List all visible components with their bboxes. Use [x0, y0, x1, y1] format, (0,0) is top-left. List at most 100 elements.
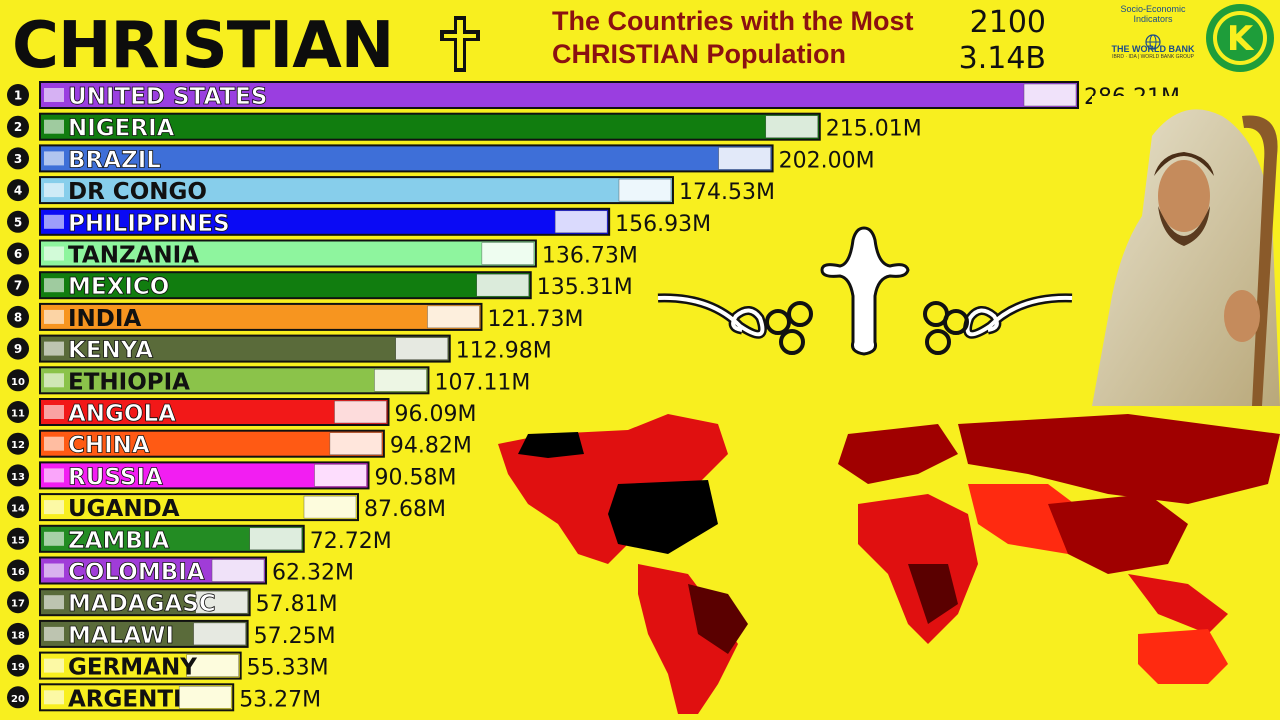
flag-icon — [195, 590, 248, 614]
country-mini-flag-icon — [44, 405, 64, 419]
value-label: 72.72M — [310, 529, 392, 554]
country-mini-flag-icon — [44, 531, 64, 546]
value-label: 55.33M — [247, 656, 329, 681]
rank-label: 12 — [11, 440, 25, 451]
country-mini-flag-icon — [44, 88, 64, 102]
total-population: 3.14B — [958, 41, 1046, 76]
value-label: 135.31M — [537, 275, 633, 300]
value-label: 87.68M — [364, 497, 446, 522]
jesus-portrait-image — [1092, 96, 1280, 406]
country-label: DR CONGO — [68, 179, 207, 205]
bar — [39, 398, 390, 426]
rank-badge — [7, 496, 29, 519]
value-label: 94.82M — [390, 434, 472, 459]
rank-badge — [7, 274, 29, 297]
bar — [39, 271, 532, 300]
value-label: 62.32M — [272, 561, 354, 586]
flag-icon — [314, 464, 367, 487]
globe-icon — [1145, 34, 1161, 50]
cross-icon — [440, 16, 480, 72]
country-mini-flag-icon — [44, 214, 64, 229]
rank-badge — [7, 622, 29, 645]
rank-label: 14 — [11, 504, 25, 515]
flag-icon — [554, 210, 608, 234]
bar — [39, 112, 821, 141]
country-label: UNITED STATES — [68, 84, 267, 110]
rank-label: 11 — [11, 409, 25, 420]
cross-ornament-icon — [657, 226, 1073, 356]
rank-label: 1 — [14, 89, 22, 103]
flag-icon — [374, 369, 427, 392]
channel-logo-letter: K — [1227, 19, 1255, 59]
country-mini-flag-icon — [44, 595, 64, 610]
value-label: 215.01M — [826, 117, 922, 142]
flag-icon — [329, 432, 383, 455]
rank-label: 8 — [14, 310, 22, 324]
value-label: 90.58M — [375, 465, 457, 490]
value-label: 156.93M — [615, 212, 711, 237]
bar — [39, 207, 611, 236]
rank-badge — [7, 305, 29, 328]
rank-badge — [7, 654, 29, 677]
value-label: 121.73M — [487, 307, 583, 332]
rank-badge — [7, 210, 29, 233]
country-label: CHINA — [68, 433, 150, 459]
rank-label: 6 — [14, 247, 22, 261]
subtitle-line-1: The Countries with the Most — [552, 6, 914, 36]
value-label: 96.09M — [394, 402, 476, 427]
country-label: ANGOLA — [68, 401, 176, 427]
flag-icon — [334, 400, 387, 424]
country-label: COLOMBIA — [68, 560, 205, 586]
flag-icon — [249, 527, 302, 551]
bar — [39, 334, 451, 363]
rank-badge — [7, 84, 29, 106]
rank-label: 17 — [11, 599, 25, 610]
bar — [39, 461, 370, 490]
world-bank-logo: Socio-Economic Indicators THE WORLD BANK… — [1088, 4, 1218, 80]
rank-badge — [7, 401, 29, 423]
rank-label: 13 — [11, 472, 25, 483]
country-mini-flag-icon — [44, 309, 64, 324]
country-mini-flag-icon — [44, 563, 64, 578]
country-mini-flag-icon — [44, 658, 64, 673]
bar — [39, 366, 430, 395]
sponsor-line-2: Indicators — [1133, 14, 1173, 24]
value-label: 107.11M — [434, 370, 530, 395]
sponsor-subline: IBRD · IDA | WORLD BANK GROUP — [1112, 54, 1194, 60]
country-mini-flag-icon — [44, 436, 64, 451]
flag-icon — [303, 495, 357, 519]
country-label: INDIA — [68, 306, 141, 332]
country-mini-flag-icon — [44, 278, 64, 293]
bar — [39, 81, 1079, 109]
country-label: MADAGASC — [68, 591, 216, 617]
rank-label: 18 — [11, 630, 25, 641]
rank-badge — [7, 242, 29, 265]
rank-label: 4 — [14, 184, 22, 198]
flag-icon — [211, 559, 265, 582]
flag-icon — [178, 686, 232, 709]
flag-icon — [618, 178, 672, 202]
country-mini-flag-icon — [44, 690, 64, 705]
flag-icon — [718, 147, 771, 170]
flag-icon — [481, 242, 535, 265]
country-mini-flag-icon — [44, 373, 64, 388]
rank-label: 9 — [14, 342, 22, 356]
world-map — [498, 414, 1280, 714]
sponsor-line-1: Socio-Economic — [1120, 4, 1186, 14]
rank-badge — [7, 115, 29, 138]
country-label: NIGERIA — [68, 116, 175, 142]
rank-label: 3 — [14, 152, 22, 166]
country-label: GERMANY — [68, 655, 197, 681]
channel-logo: K — [1206, 4, 1274, 72]
rank-badge — [7, 464, 29, 487]
country-mini-flag-icon — [44, 468, 64, 483]
main-title: CHRISTIAN — [12, 9, 394, 83]
flag-icon — [427, 305, 480, 329]
rank-badge — [7, 559, 29, 582]
rank-label: 19 — [11, 662, 25, 673]
value-label: 57.25M — [254, 624, 336, 649]
country-label: PHILIPPINES — [68, 211, 230, 237]
rank-badge — [7, 432, 29, 455]
rank-label: 16 — [11, 567, 25, 578]
